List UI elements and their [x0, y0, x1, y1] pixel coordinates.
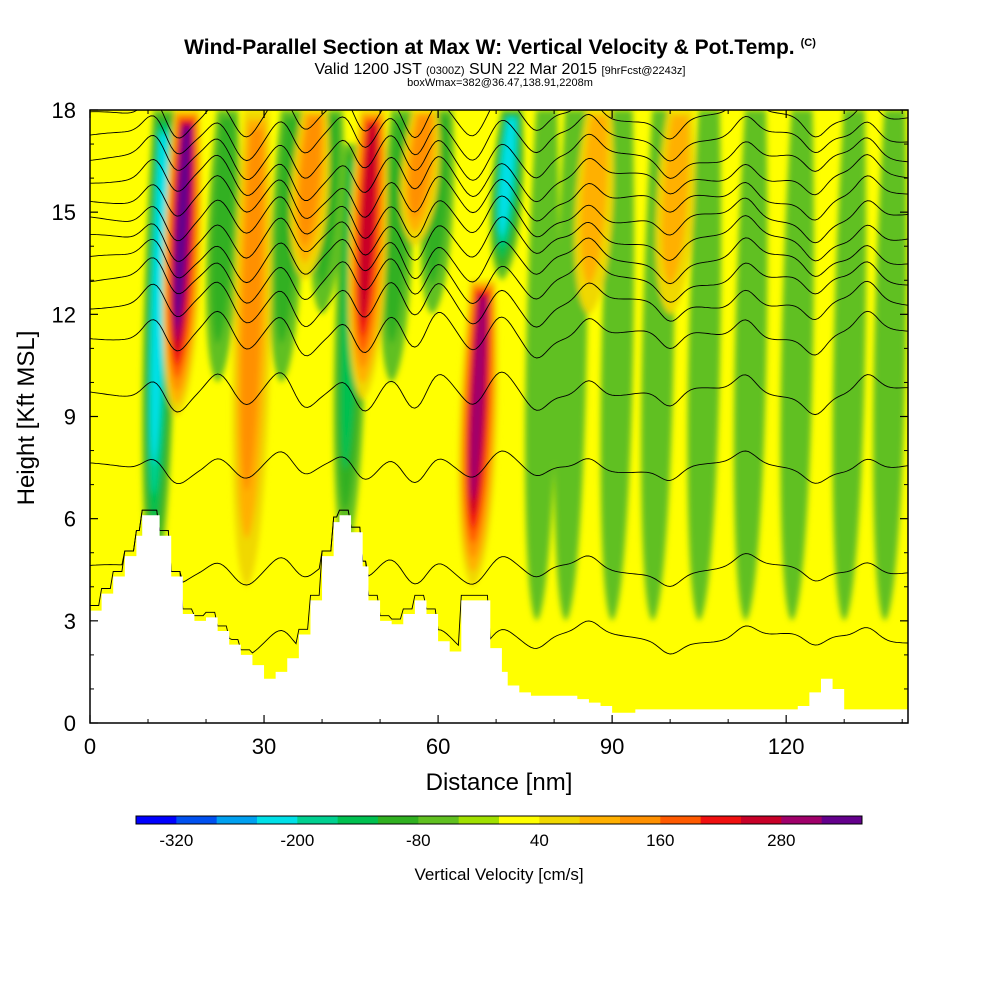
updraft-core-3-level-2 — [240, 129, 263, 492]
theta-isoline-10 — [90, 175, 908, 222]
terrain-mask — [90, 515, 908, 723]
downdraft-core-8-level-0 — [525, 110, 559, 621]
theta-isoline-5 — [90, 280, 908, 328]
x-tick-label-4: 120 — [768, 734, 805, 759]
colorbar-swatch-4 — [297, 816, 339, 824]
theta-isoline-0 — [90, 509, 908, 655]
y-tick-label-5: 15 — [52, 200, 76, 225]
theta-isoline-1 — [90, 509, 908, 587]
y-axis-label: Height [Kft MSL] — [13, 331, 40, 506]
updraft-core-2-level-6 — [470, 297, 487, 501]
downdraft-core-12-level-0 — [687, 110, 722, 621]
chart-title-text: Wind-Parallel Section at Max W: Vertical… — [184, 36, 795, 59]
colorbar: -320 -200 -80 40 160 280 — [135, 815, 863, 850]
x-tick-label-2: 60 — [426, 734, 450, 759]
colorbar-tick-label-4: 160 — [646, 831, 674, 850]
y-tick-label-6: 18 — [52, 98, 76, 123]
theta-isoline-4 — [90, 310, 908, 359]
chart-title: Wind-Parallel Section at Max W: Vertical… — [0, 36, 1000, 60]
downdraft-core-13-level-0 — [733, 110, 768, 621]
updraft-core-1-level-5 — [359, 125, 377, 322]
axes: 0 30 60 90 120 0 3 6 9 12 15 18 — [52, 98, 908, 759]
colorbar-frame — [135, 815, 863, 825]
x-tick-label-0: 0 — [84, 734, 96, 759]
colorbar-swatch-11 — [579, 816, 621, 824]
colorbar-swatch-6 — [378, 816, 419, 824]
colorbar-swatch-10 — [539, 816, 581, 824]
y-tick-label-1: 3 — [64, 609, 76, 634]
colorbar-swatch-14 — [700, 816, 742, 824]
colorbar-tick-label-2: -80 — [406, 831, 431, 850]
copyright-mark: (C) — [800, 37, 816, 49]
x-tick-label-1: 30 — [252, 734, 276, 759]
theta-isoline-6 — [90, 256, 908, 304]
colorbar-swatch-8 — [458, 816, 500, 824]
x-tick-label-3: 90 — [600, 734, 624, 759]
colorbar-label: Vertical Velocity [cm/s] — [414, 865, 583, 884]
y-tick-label-0: 0 — [64, 711, 76, 736]
colorbar-tick-label-5: 280 — [767, 831, 795, 850]
updraft-core-6-level-1 — [580, 115, 608, 286]
colorbar-tick-label-0: -320 — [159, 831, 193, 850]
colorbar-swatch-2 — [216, 816, 258, 824]
colorbar-swatch-17 — [821, 816, 863, 824]
valid-utc: (0300Z) — [426, 65, 465, 77]
theta-isoline-8 — [90, 215, 908, 262]
colorbar-swatch-9 — [499, 816, 540, 824]
colorbar-swatch-12 — [620, 816, 661, 824]
valid-time: Valid 1200 JST — [314, 61, 422, 78]
colorbar-swatch-1 — [176, 816, 218, 824]
colorbar-swatch-16 — [781, 816, 823, 824]
downdraft-core-3-level-1 — [211, 117, 235, 345]
theta-isoline-12 — [90, 133, 908, 181]
velocity-cores — [142, 110, 907, 621]
colorbar-tick-label-3: 40 — [530, 831, 549, 850]
colorbar-swatch-7 — [418, 816, 460, 824]
downdraft-core-2-level-4 — [499, 118, 516, 237]
chart-subtitle: Valid 1200 JST (0300Z) SUN 22 Mar 2015 [… — [0, 61, 1000, 79]
theta-isoline-2 — [90, 450, 908, 485]
colorbar-tick-label-1: -200 — [280, 831, 314, 850]
theta-isoline-13 — [90, 113, 908, 162]
theta-isoline-3 — [90, 371, 908, 416]
updraft-core-7-level-1 — [661, 115, 689, 286]
theta-isoline-7 — [90, 237, 908, 285]
y-tick-label-2: 6 — [64, 507, 76, 532]
vertical-velocity-field — [90, 110, 908, 723]
downdraft-core-14-level-0 — [780, 110, 814, 621]
downdraft-core-15-level-0 — [832, 110, 867, 621]
colorbar-swatch-15 — [741, 816, 782, 824]
downdraft-core-16-level-0 — [873, 110, 907, 621]
x-axis-label: Distance [nm] — [426, 769, 573, 796]
colorbar-swatch-5 — [337, 816, 379, 824]
y-tick-label-4: 12 — [52, 302, 76, 327]
updraft-core-4-level-2 — [298, 116, 321, 247]
colorbar-swatch-0 — [136, 816, 177, 824]
theta-isoline-11 — [90, 154, 908, 203]
box-info: boxWmax=382@36.47,138.91,2208m — [407, 77, 593, 89]
y-tick-label-3: 9 — [64, 405, 76, 430]
colorbar-swatch-13 — [660, 816, 702, 824]
colorbar-swatch-3 — [257, 816, 298, 824]
forecast-info: [9hrFcst@2243z] — [601, 65, 686, 77]
valid-date: SUN 22 Mar 2015 — [469, 61, 598, 78]
theta-isoline-9 — [90, 195, 908, 244]
